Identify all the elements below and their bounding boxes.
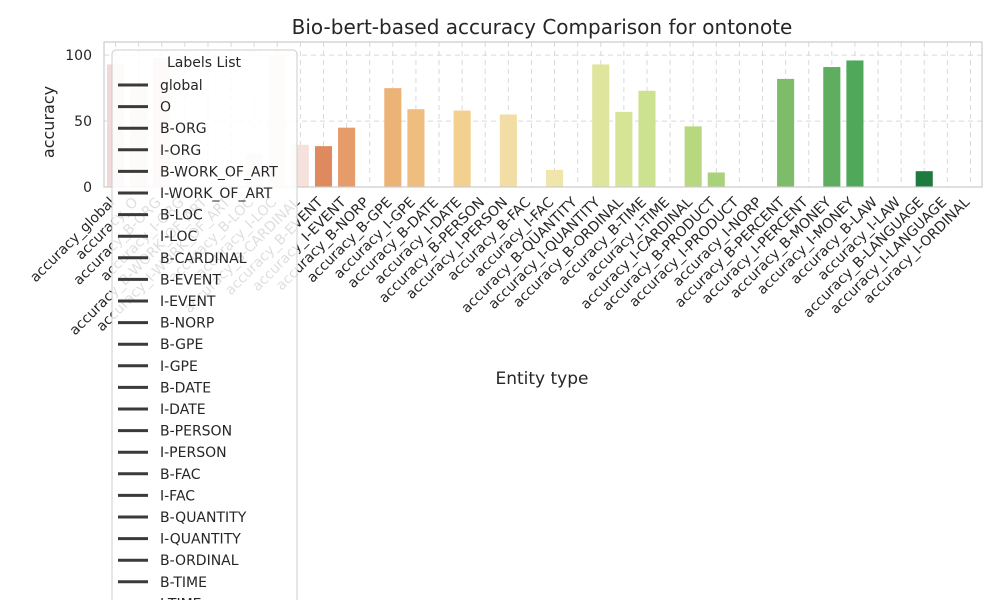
bar [592,64,610,187]
legend-label: global [160,78,203,94]
y-ticks: 0 50 100 [65,48,92,196]
y-tick-label: 50 [74,114,92,130]
legend-label: B-QUANTITY [160,510,247,526]
legend-label: B-CARDINAL [160,251,247,267]
legend-label: I-FAC [160,488,195,504]
legend-label: I-DATE [160,402,206,418]
legend-title: Labels List [167,55,241,71]
bar [546,169,564,187]
legend-label: B-ORG [160,121,207,137]
y-tick-label: 100 [65,48,92,64]
legend-label: I-PERSON [160,445,227,461]
y-tick-label: 0 [83,180,92,196]
legend-label: B-WORK_OF_ART [160,164,278,180]
bar [846,60,864,187]
bar [638,90,656,187]
legend-label: B-PERSON [160,424,232,440]
legend-label: I-TIME [160,596,202,600]
y-axis-label: accuracy [39,86,58,158]
legend-label: B-EVENT [160,272,221,288]
legend-entries: global O B-ORG I-ORG B-WORK_OF_ART I-WORK_OF_… [118,78,278,600]
legend-label: B-TIME [160,575,207,591]
legend-label: B-DATE [160,380,211,396]
bar [615,111,633,187]
legend-label: I-GPE [160,359,198,375]
bar [314,146,333,187]
bar [915,171,933,187]
legend: Labels List global O B-ORG I-ORG B-WORK_OF_A… [111,49,298,600]
legend-label: B-FAC [160,467,201,483]
legend-label: I-EVENT [160,294,216,310]
x-axis-label: Entity type [495,369,588,389]
legend-box [111,49,298,600]
bar [338,127,356,187]
legend-label: I-LOC [160,229,198,245]
bar [684,126,702,187]
legend-label: I-WORK_OF_ART [160,186,273,202]
bar [823,67,841,187]
legend-label: O [160,100,171,116]
bar [384,88,402,187]
plot-frame [103,41,983,188]
bar [407,109,425,187]
legend-label: I-ORG [160,143,201,159]
chart-title: Bio-bert-based accuracy Comparison for o… [292,15,793,39]
legend-label: B-NORP [160,316,214,332]
bar [453,110,471,187]
legend-label: B-GPE [160,337,203,353]
bar [707,172,725,187]
bar [777,78,795,187]
legend-label: I-QUANTITY [160,532,241,548]
legend-label: B-LOC [160,208,203,224]
bar [499,114,517,187]
legend-label: B-ORDINAL [160,553,239,569]
